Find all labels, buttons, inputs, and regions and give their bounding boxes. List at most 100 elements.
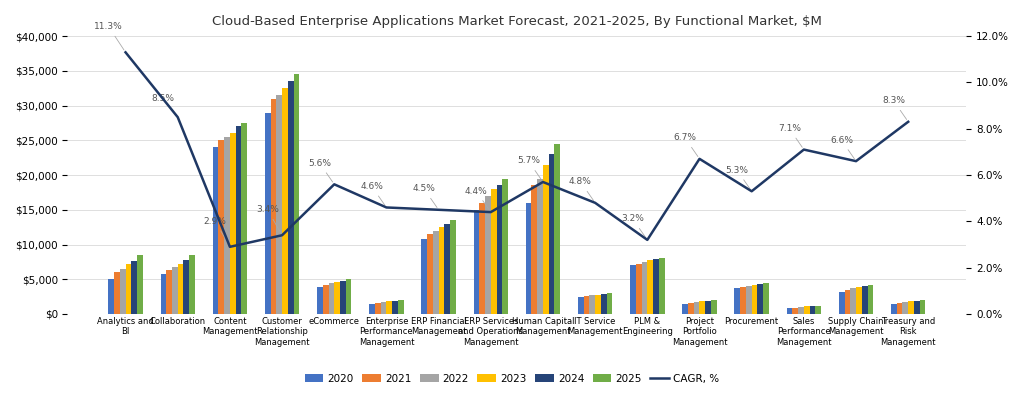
Bar [381,302,386,314]
Bar [578,297,584,314]
Bar [758,284,763,314]
Bar [706,301,711,314]
CAGR, % [432,208,444,212]
Text: 4.4%: 4.4% [465,187,489,210]
Bar [647,261,653,314]
Bar [375,303,381,314]
Bar [213,147,218,314]
Bar [392,301,398,314]
Bar [839,292,845,314]
Bar [653,259,658,314]
Bar [658,259,665,314]
Bar [815,306,821,314]
Text: 5.3%: 5.3% [726,166,751,189]
Bar [810,306,815,314]
Bar [590,295,595,314]
Bar [386,301,392,314]
Bar [636,264,642,314]
Bar [867,285,873,314]
CAGR, % [224,244,237,249]
Bar [265,112,270,314]
Bar [218,140,224,314]
Bar [242,123,247,314]
Bar [317,287,323,314]
Bar [682,303,688,314]
Bar [798,307,804,314]
Bar [908,301,914,314]
Bar [161,274,166,314]
CAGR, % [484,210,497,215]
Bar [497,185,502,314]
Text: 7.1%: 7.1% [778,124,802,147]
Bar [601,294,606,314]
Bar [166,270,172,314]
Bar [891,303,897,314]
Legend: 2020, 2021, 2022, 2023, 2024, 2025, CAGR, %: 2020, 2021, 2022, 2023, 2024, 2025, CAGR… [300,369,724,388]
Text: 4.8%: 4.8% [569,177,594,200]
Bar [804,306,810,314]
Bar [862,285,867,314]
Title: Cloud-Based Enterprise Applications Market Forecast, 2021-2025, By Functional Ma: Cloud-Based Enterprise Applications Mark… [212,15,822,28]
Text: 8.3%: 8.3% [882,96,906,119]
Bar [120,269,126,314]
Bar [131,261,137,314]
Text: 4.6%: 4.6% [360,182,385,205]
Bar [236,127,242,314]
Bar [137,255,142,314]
Bar [230,133,236,314]
Bar [109,279,114,314]
Bar [224,137,230,314]
Bar [538,178,543,314]
Text: 6.6%: 6.6% [829,136,854,159]
Bar [126,264,131,314]
Bar [914,301,920,314]
CAGR, % [537,180,549,184]
Text: 4.5%: 4.5% [413,184,437,208]
Bar [288,81,294,314]
Bar [554,144,560,314]
Bar [531,185,538,314]
CAGR, % [641,237,653,242]
Text: 5.6%: 5.6% [308,159,333,182]
Bar [114,272,120,314]
Bar [422,239,427,314]
Bar [270,99,276,314]
CAGR, % [589,200,601,205]
Bar [189,255,195,314]
Bar [584,296,590,314]
Bar [786,309,793,314]
Line: CAGR, %: CAGR, % [126,52,908,247]
CAGR, % [798,147,810,152]
Bar [920,300,926,314]
Bar [699,301,706,314]
Text: 3.2%: 3.2% [622,214,646,238]
CAGR, % [275,233,288,238]
Bar [183,261,189,314]
Bar [502,178,508,314]
Bar [897,303,902,314]
Bar [451,220,456,314]
Bar [276,95,282,314]
Bar [329,283,334,314]
Bar [630,265,636,314]
CAGR, % [328,182,340,187]
CAGR, % [745,189,758,194]
Bar [549,154,554,314]
Bar [688,303,693,314]
Bar [479,203,485,314]
CAGR, % [172,115,184,119]
Bar [485,196,490,314]
CAGR, % [850,159,862,163]
Bar [525,203,531,314]
Text: 5.7%: 5.7% [517,156,542,180]
Bar [793,308,798,314]
Bar [606,293,612,314]
Bar [740,287,745,314]
Bar [856,287,862,314]
CAGR, % [693,156,706,161]
Bar [282,88,288,314]
Bar [752,285,758,314]
Bar [427,234,433,314]
Bar [595,294,601,314]
Bar [340,281,346,314]
